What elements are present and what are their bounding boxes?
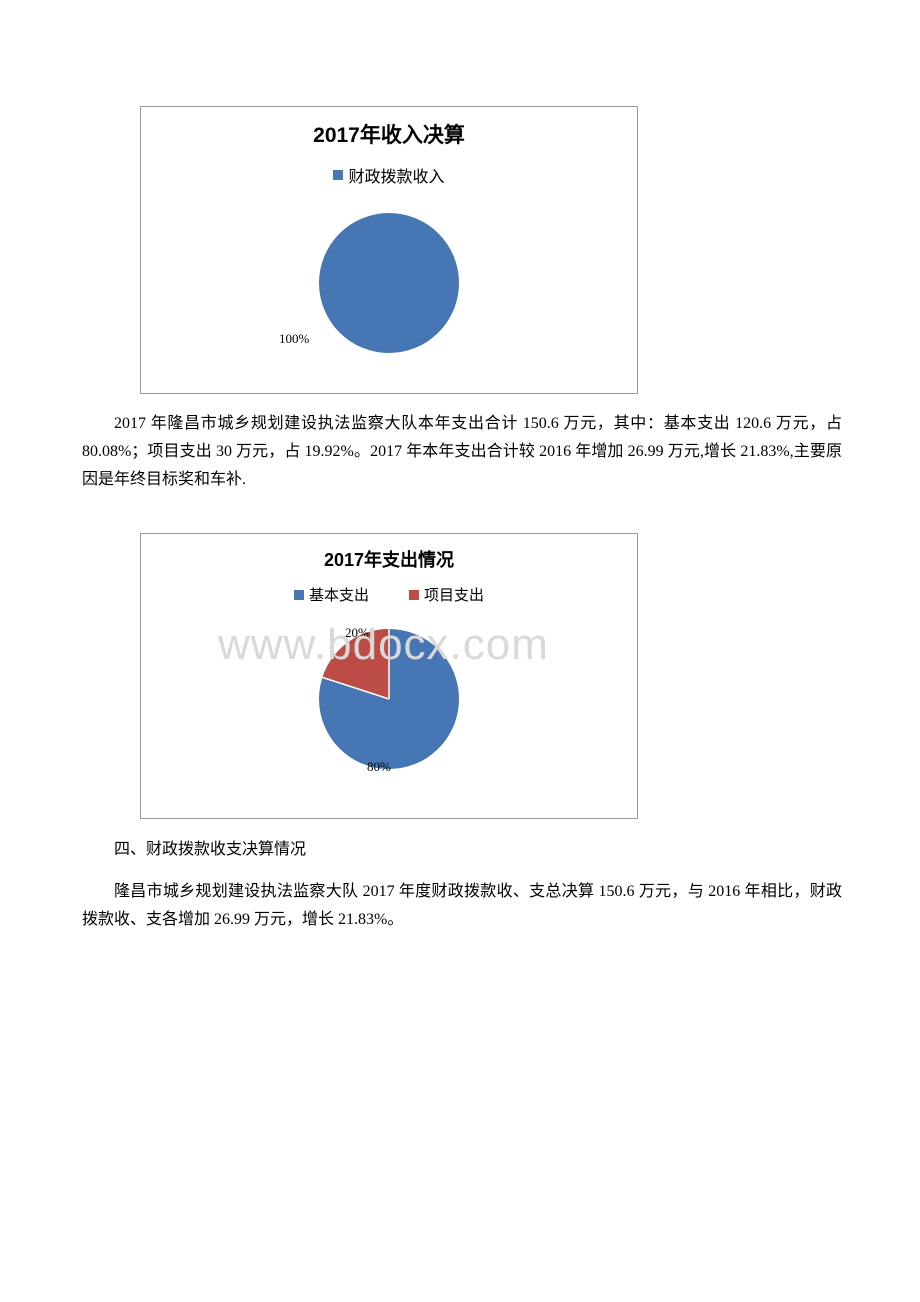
legend-label: 基本支出 bbox=[309, 584, 369, 605]
legend-item: 基本支出 bbox=[294, 584, 369, 605]
income-chart-legend: 财政拨款收入 bbox=[141, 163, 637, 187]
income-chart-container: 2017年收入决算 财政拨款收入 100% bbox=[140, 106, 638, 394]
fiscal-summary-paragraph: 隆昌市城乡规划建设执法监察大队 2017 年度财政拨款收、支总决算 150.6 … bbox=[82, 878, 842, 934]
legend-swatch-icon bbox=[294, 590, 304, 600]
expenditure-chart-legend: 基本支出 项目支出 bbox=[141, 584, 637, 605]
pie-svg bbox=[319, 629, 459, 769]
paragraph-text: 隆昌市城乡规划建设执法监察大队 2017 年度财政拨款收、支总决算 150.6 … bbox=[82, 883, 842, 928]
legend-item: 财政拨款收入 bbox=[333, 163, 444, 187]
heading-text: 四、财政拨款收支决算情况 bbox=[114, 841, 306, 858]
legend-swatch-icon bbox=[333, 170, 343, 180]
expenditure-summary-paragraph: 2017 年隆昌市城乡规划建设执法监察大队本年支出合计 150.6 万元，其中：… bbox=[82, 410, 842, 494]
paragraph-text: 2017 年隆昌市城乡规划建设执法监察大队本年支出合计 150.6 万元，其中：… bbox=[82, 415, 842, 488]
expenditure-pie: 20% 80% bbox=[319, 629, 459, 769]
legend-item: 项目支出 bbox=[409, 584, 484, 605]
expenditure-slice-label-blue: 80% bbox=[367, 759, 391, 775]
expenditure-chart-title: 2017年支出情况 bbox=[141, 546, 637, 572]
legend-swatch-icon bbox=[409, 590, 419, 600]
expenditure-chart-container: 2017年支出情况 基本支出 项目支出 20 bbox=[140, 533, 638, 819]
pie-svg bbox=[319, 213, 459, 353]
expenditure-slice-label-red: 20% bbox=[345, 625, 369, 641]
income-slice-label: 100% bbox=[279, 331, 309, 347]
legend-label: 项目支出 bbox=[424, 584, 484, 605]
section-4-heading: 四、财政拨款收支决算情况 bbox=[82, 836, 842, 864]
income-chart-title: 2017年收入决算 bbox=[141, 119, 637, 149]
legend-label: 财政拨款收入 bbox=[348, 163, 444, 187]
income-pie: 100% bbox=[319, 213, 459, 353]
